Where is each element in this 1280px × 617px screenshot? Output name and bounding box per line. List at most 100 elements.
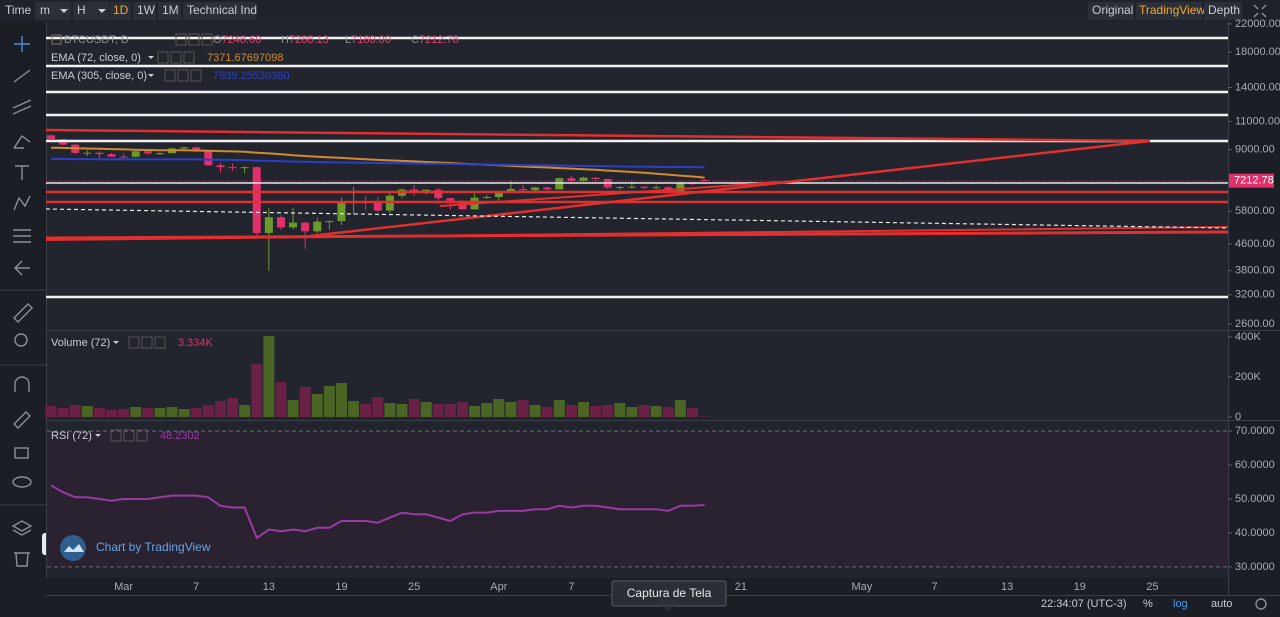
candle-body	[180, 147, 189, 149]
zoom-tool[interactable]	[14, 333, 28, 347]
volume-bar	[45, 406, 57, 417]
legend-icon[interactable]	[164, 69, 176, 82]
legend-icon[interactable]	[154, 336, 166, 349]
back-tool[interactable]	[14, 260, 30, 276]
dropdown[interactable]	[35, 2, 71, 20]
y-tick-label: 4600.00	[1235, 238, 1275, 250]
legend-icon[interactable]	[157, 51, 169, 64]
candle-body	[325, 221, 334, 223]
scale-button[interactable]: log	[1173, 598, 1188, 610]
caret	[98, 9, 106, 13]
candle-body	[591, 177, 600, 179]
button[interactable]	[183, 2, 256, 20]
scale-button[interactable]: auto	[1211, 598, 1232, 610]
legend-icon[interactable]	[141, 336, 153, 349]
toolbar-item[interactable]: m	[40, 3, 50, 17]
legend-entry[interactable]: RSI (72)	[51, 430, 92, 442]
price-marker	[1229, 173, 1274, 188]
button[interactable]	[1136, 2, 1202, 20]
lock-tool[interactable]	[14, 447, 29, 459]
button[interactable]	[110, 2, 131, 20]
toolbar-item[interactable]: Time	[5, 3, 32, 17]
candle-body	[422, 189, 431, 192]
legend-icon[interactable]	[183, 51, 195, 64]
legend-icon[interactable]	[110, 429, 122, 442]
dropdown[interactable]	[73, 2, 109, 20]
volume-bar	[590, 406, 602, 417]
legend-entry[interactable]: Volume (72)	[51, 337, 110, 349]
toolbar-item[interactable]: 1D	[113, 3, 129, 17]
volume-bar	[469, 406, 481, 417]
volume-bar	[699, 416, 711, 417]
watermark[interactable]: Chart by TradingView	[96, 540, 211, 554]
channel-tool[interactable]	[12, 99, 32, 115]
legend-entry[interactable]: EMA (305, close, 0)	[51, 70, 147, 82]
trend-line[interactable]	[439, 181, 781, 207]
x-tick-label: May	[852, 581, 873, 593]
toolbar-item[interactable]: Original	[1092, 3, 1133, 17]
button[interactable]	[133, 2, 156, 20]
volume-bar	[614, 403, 626, 417]
magnet-tool[interactable]	[14, 376, 30, 392]
candle-body	[264, 217, 273, 233]
ohlc-value: 7248.60	[222, 34, 262, 46]
toolbar-item[interactable]: Technical Ind	[187, 3, 257, 17]
pattern-tool[interactable]	[13, 195, 31, 211]
legend-icon[interactable]	[201, 33, 213, 46]
ema-line	[50, 146, 705, 179]
legend-icon[interactable]	[175, 33, 187, 46]
trend-line[interactable]	[309, 139, 1151, 238]
volume-bar	[130, 407, 142, 417]
fullscreen-icon[interactable]	[1253, 4, 1267, 18]
legend-icon[interactable]	[190, 69, 202, 82]
ohlc-prefix: O	[213, 34, 222, 46]
button[interactable]	[158, 2, 181, 20]
volume-bar	[602, 405, 614, 417]
button[interactable]	[1204, 2, 1242, 20]
toolbar-item[interactable]: 1M	[162, 3, 179, 17]
candle-body	[410, 189, 419, 192]
volume-bar	[686, 408, 698, 417]
button[interactable]	[1088, 2, 1134, 20]
volume-bar	[275, 382, 287, 417]
legend-icon[interactable]	[136, 429, 148, 442]
settings-icon[interactable]	[1255, 598, 1267, 610]
fib-tool[interactable]	[13, 229, 31, 243]
trash-tool[interactable]	[14, 552, 30, 567]
toolbar-item[interactable]: H	[77, 3, 86, 17]
legend-icon[interactable]	[170, 51, 182, 64]
volume-bar	[541, 407, 553, 417]
dashed-line[interactable]	[45, 208, 1229, 229]
candle-body	[543, 187, 552, 190]
candle-body	[107, 154, 116, 157]
y-tick-label: 30.0000	[1235, 561, 1275, 573]
legend-icon[interactable]	[188, 33, 200, 46]
volume-bar	[553, 400, 565, 417]
legend-icon[interactable]	[128, 336, 140, 349]
y-tick-label: 60.0000	[1235, 459, 1275, 471]
checkbox[interactable]	[51, 34, 62, 45]
line-tool[interactable]	[13, 69, 31, 83]
candle-body	[192, 147, 201, 152]
layers-tool[interactable]	[11, 520, 33, 536]
rsi-band	[47, 431, 1228, 567]
legend-icon[interactable]	[123, 429, 135, 442]
legend-entry[interactable]: EMA (72, close, 0)	[51, 52, 141, 64]
brush-tool[interactable]	[13, 134, 31, 149]
eye-tool[interactable]	[12, 476, 32, 488]
ruler-tool[interactable]	[13, 303, 33, 323]
text-tool[interactable]	[15, 165, 29, 180]
legend-icon[interactable]	[177, 69, 189, 82]
trend-line[interactable]	[45, 226, 1229, 241]
trend-line[interactable]	[45, 128, 1151, 143]
toolbar-item[interactable]: Depth	[1208, 3, 1240, 17]
cross-tool[interactable]	[14, 36, 30, 52]
volume-bar	[650, 406, 662, 417]
lock-pencil-tool[interactable]	[13, 411, 31, 429]
y-tick-label: 3200.00	[1235, 289, 1275, 301]
toolbar-item[interactable]: 1W	[137, 3, 156, 17]
scale-button[interactable]: %	[1143, 598, 1153, 610]
price-pane	[46, 22, 1228, 330]
toolbar-item[interactable]: TradingView	[1139, 3, 1205, 17]
